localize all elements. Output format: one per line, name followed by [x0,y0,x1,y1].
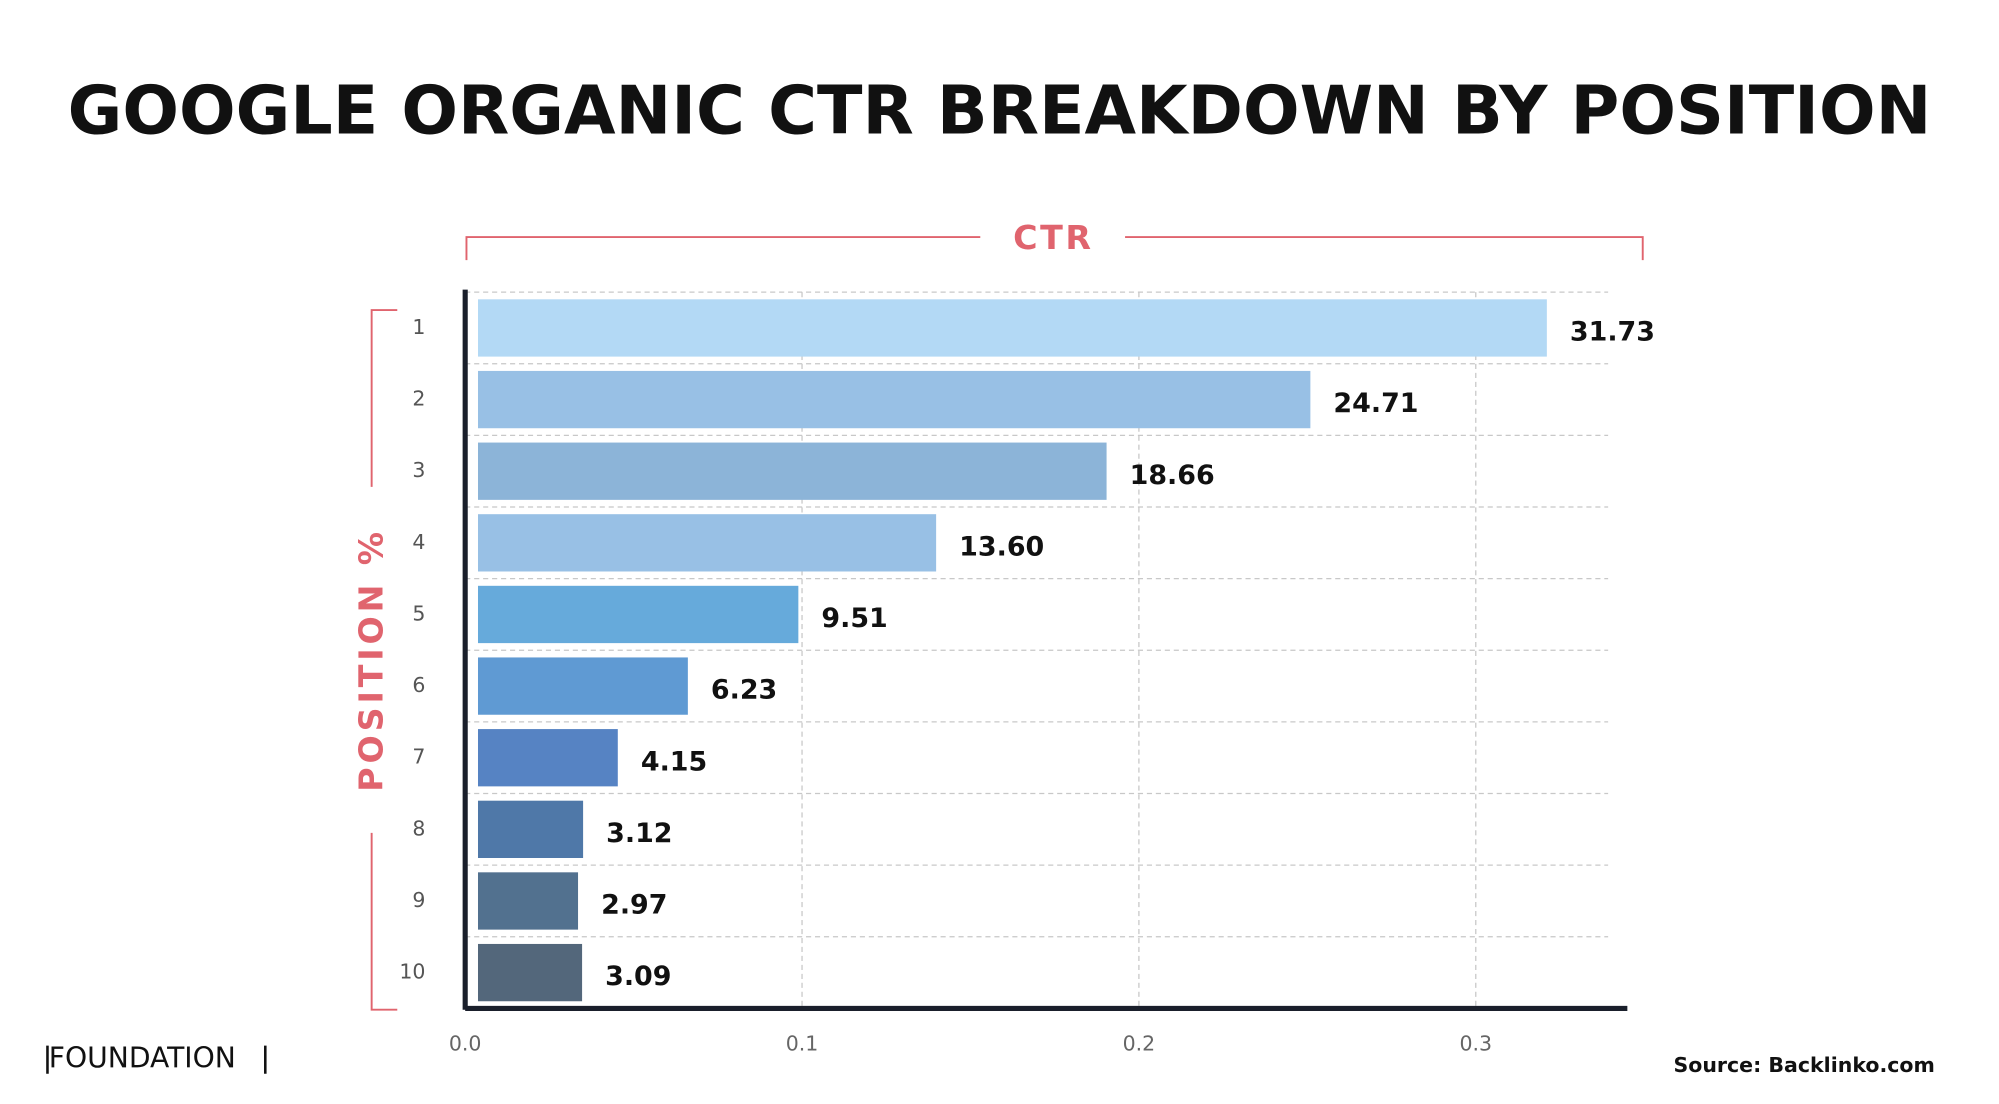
bar [477,657,688,715]
y-tick-label: 4 [412,530,425,554]
y-axis-label: POSITION % [351,528,390,792]
x-axis-label: CTR [1013,218,1093,257]
x-tick-label: 0.3 [1459,1031,1492,1055]
bar [477,943,583,1002]
value-label: 4.15 [641,746,707,777]
logo: FOUNDATION [49,1042,236,1075]
bar [477,299,1547,357]
y-tick-label: 9 [412,888,425,912]
y-tick-label: 5 [412,601,425,625]
y-tick-label: 2 [412,387,425,411]
y-tick-label: 10 [399,960,425,984]
x-tick-label: 0.0 [449,1031,482,1055]
y-label-bracket [370,309,398,1011]
x-label-bracket [465,236,1644,261]
bar [477,800,584,858]
source: Source: Backlinko.com [1673,1053,1934,1077]
y-tick-label: 8 [412,816,425,840]
logo-frame [46,1045,267,1074]
value-label: 31.73 [1570,317,1655,348]
y-tick-label: 3 [412,458,425,482]
bar [477,729,618,787]
bar [477,514,937,572]
y-tick-label: 1 [412,315,425,339]
y-tick-label: 7 [412,745,425,769]
bar [477,585,799,644]
x-tick-label: 0.2 [1123,1031,1156,1055]
value-label: 2.97 [601,890,667,921]
x-tick-label: 0.1 [786,1031,819,1055]
value-label: 18.66 [1130,460,1215,491]
bar [477,442,1107,500]
chart-title: GOOGLE ORGANIC CTR BREAKDOWN BY POSITION [68,71,1932,149]
bar [477,370,1311,429]
value-label: 3.12 [606,818,672,849]
value-label: 24.71 [1333,388,1418,419]
bar [477,872,579,930]
value-label: 13.60 [959,531,1044,562]
y-tick-label: 6 [412,673,425,697]
value-label: 3.09 [605,961,671,992]
value-label: 6.23 [711,675,777,706]
value-label: 9.51 [821,603,887,634]
